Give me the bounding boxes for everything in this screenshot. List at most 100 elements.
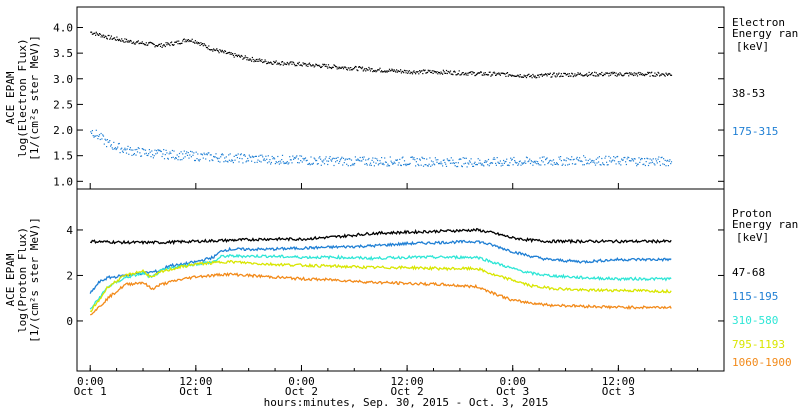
data-point	[400, 69, 402, 71]
legend-title: Electron	[732, 16, 785, 29]
data-point	[93, 32, 95, 34]
data-point	[301, 161, 303, 163]
data-point	[205, 153, 208, 155]
data-point	[341, 156, 343, 158]
data-point	[573, 75, 575, 77]
data-point	[544, 164, 546, 166]
data-point	[589, 158, 591, 160]
data-point	[159, 150, 162, 152]
data-point	[471, 73, 473, 75]
data-point	[503, 159, 505, 162]
data-point	[617, 73, 619, 75]
data-point	[595, 72, 597, 74]
y-axis-label: [1/(cm²s ster MeV)]	[28, 35, 41, 161]
data-point	[561, 75, 563, 77]
data-point	[308, 163, 310, 165]
y-tick-label: 2.5	[53, 98, 73, 111]
data-point	[95, 31, 97, 33]
data-point	[560, 73, 562, 75]
data-point	[331, 67, 333, 70]
data-point	[144, 149, 147, 151]
data-point	[328, 157, 330, 159]
data-point	[381, 157, 383, 159]
data-point	[381, 163, 383, 165]
data-point	[283, 162, 285, 165]
data-point	[281, 61, 283, 63]
data-point	[423, 158, 425, 160]
data-point	[344, 159, 346, 161]
data-point	[458, 70, 460, 72]
data-point	[497, 73, 499, 75]
data-point	[581, 160, 583, 163]
data-point	[266, 158, 268, 160]
data-point	[446, 158, 448, 160]
data-point	[179, 159, 181, 161]
data-point	[558, 72, 560, 74]
data-point	[185, 39, 187, 41]
data-point	[525, 77, 528, 79]
data-point	[184, 156, 186, 158]
data-point	[308, 62, 311, 64]
data-point	[159, 149, 161, 151]
data-point	[633, 158, 635, 160]
data-point	[162, 45, 164, 47]
data-point	[293, 62, 295, 64]
data-point	[219, 161, 221, 163]
data-point	[96, 33, 98, 35]
legend-title: [keV]	[736, 231, 769, 244]
data-point	[312, 64, 314, 66]
data-point	[425, 72, 427, 74]
data-point	[639, 74, 641, 76]
data-point	[632, 74, 635, 77]
data-point	[384, 71, 387, 73]
data-point	[354, 67, 356, 69]
data-point	[193, 41, 195, 43]
data-point	[312, 162, 314, 164]
data-point	[514, 161, 516, 163]
data-point	[139, 42, 141, 44]
data-point	[233, 56, 235, 58]
data-point	[590, 74, 592, 76]
data-point	[196, 41, 198, 43]
data-point	[644, 73, 646, 75]
data-point	[574, 163, 576, 165]
data-point	[394, 70, 396, 72]
data-point	[627, 72, 629, 75]
data-point	[425, 164, 427, 166]
data-point	[276, 63, 278, 65]
data-point	[579, 160, 581, 162]
data-point	[644, 158, 646, 160]
data-point	[489, 163, 491, 165]
data-point	[624, 73, 626, 75]
data-point	[140, 42, 143, 44]
data-point	[250, 59, 252, 61]
y-axis-label: ACE EPAM	[4, 253, 17, 306]
data-point	[172, 44, 174, 46]
data-point	[536, 76, 538, 79]
data-point	[545, 159, 547, 161]
data-point	[369, 68, 371, 70]
data-point	[495, 164, 497, 166]
data-point	[148, 42, 150, 44]
data-point	[358, 159, 360, 161]
data-point	[94, 32, 96, 34]
data-point	[432, 72, 434, 74]
data-point	[387, 163, 389, 165]
data-point	[297, 158, 299, 160]
data-point	[209, 160, 211, 162]
data-point	[323, 163, 326, 165]
data-point	[564, 159, 566, 161]
data-point	[133, 154, 135, 156]
data-point	[661, 156, 663, 158]
data-point	[666, 160, 668, 162]
data-point	[655, 73, 658, 75]
data-point	[482, 164, 484, 166]
data-point	[632, 160, 635, 162]
data-point	[177, 159, 179, 161]
data-point	[411, 72, 413, 74]
data-point	[632, 73, 634, 75]
data-point	[298, 162, 300, 164]
data-point	[457, 73, 459, 75]
data-point	[596, 162, 598, 164]
data-point	[288, 162, 290, 164]
